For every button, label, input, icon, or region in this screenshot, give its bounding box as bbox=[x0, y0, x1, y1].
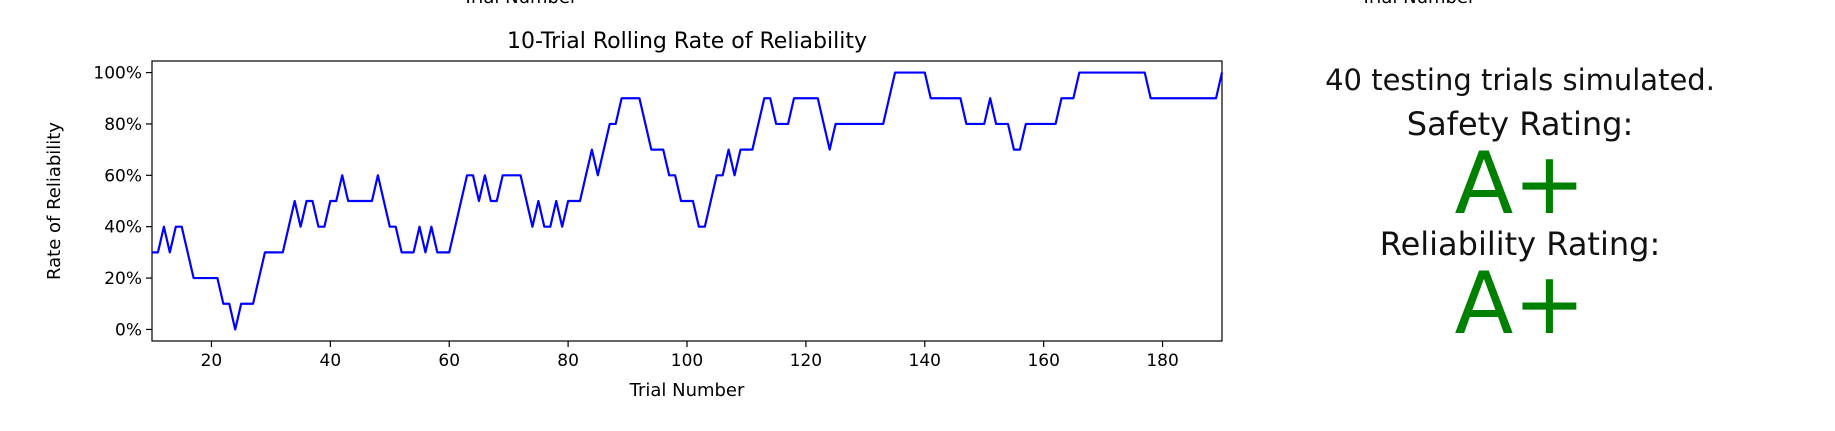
x-tick-label: 20 bbox=[201, 351, 223, 371]
x-tick-label: 160 bbox=[1027, 351, 1059, 371]
x-tick-label: 100 bbox=[671, 351, 703, 371]
x-tick-label: 120 bbox=[790, 351, 822, 371]
x-axis-title: Trial Number bbox=[629, 380, 745, 401]
safety-grade: A+ bbox=[1454, 134, 1586, 234]
ratings-panel: 40 testing trials simulated. Safety Rati… bbox=[1270, 56, 1770, 354]
x-axis: 20 40 60 80 100 120 140 160 180 bbox=[201, 341, 1179, 371]
x-tick-label: 40 bbox=[320, 351, 342, 371]
y-axis: 0% 20% 40% 60% 80% 100% bbox=[93, 64, 152, 340]
y-axis-title: Rate of Reliability bbox=[44, 122, 65, 280]
reliability-rating-label: Reliability Rating: bbox=[1379, 225, 1661, 263]
y-tick-label: 20% bbox=[104, 269, 142, 289]
y-tick-label: 100% bbox=[93, 64, 142, 84]
x-tick-label: 80 bbox=[557, 351, 579, 371]
y-tick-label: 0% bbox=[115, 320, 142, 340]
cutoff-xlabel-left: Trial Number bbox=[462, 0, 578, 8]
y-tick-label: 60% bbox=[104, 166, 142, 186]
trials-simulated-text: 40 testing trials simulated. bbox=[1325, 63, 1715, 97]
chart-title: 10-Trial Rolling Rate of Reliability bbox=[507, 29, 867, 54]
cutoff-xlabel-right: Trial Number bbox=[1360, 0, 1476, 8]
x-tick-label: 60 bbox=[438, 351, 460, 371]
rolling-reliability-chart: 10-Trial Rolling Rate of Reliability 20 4… bbox=[44, 29, 1224, 401]
x-tick-label: 180 bbox=[1146, 351, 1178, 371]
x-tick-label: 140 bbox=[909, 351, 941, 371]
y-tick-label: 40% bbox=[104, 218, 142, 238]
y-tick-label: 80% bbox=[104, 115, 142, 135]
reliability-grade: A+ bbox=[1454, 254, 1586, 354]
series-line-rolling-reliability bbox=[152, 71, 1224, 331]
safety-rating-label: Safety Rating: bbox=[1406, 105, 1634, 143]
